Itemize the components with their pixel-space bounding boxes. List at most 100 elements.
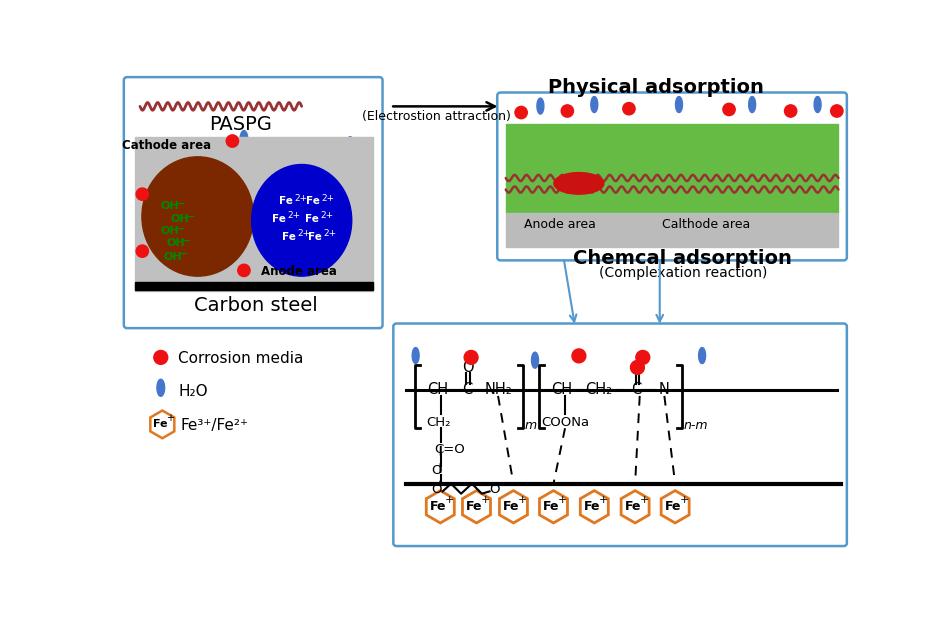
Circle shape [464,350,478,364]
Circle shape [723,103,735,115]
Text: Anode area: Anode area [261,265,337,278]
FancyBboxPatch shape [124,77,383,328]
Text: +: + [639,494,649,505]
Text: (Complexation reaction): (Complexation reaction) [599,266,767,280]
Circle shape [562,105,574,117]
Circle shape [153,350,168,364]
Polygon shape [241,131,248,147]
Text: Cathode area: Cathode area [122,139,211,152]
Circle shape [784,105,796,117]
Text: C=O: C=O [434,442,465,455]
Polygon shape [138,160,146,178]
Text: Chemcal adsorption: Chemcal adsorption [573,249,793,268]
Circle shape [136,245,149,257]
Text: OH: OH [167,238,186,249]
Text: 2+: 2+ [287,211,300,220]
Text: CH: CH [551,383,573,397]
Bar [506,124,838,213]
Text: +: + [518,494,527,505]
Polygon shape [621,491,649,523]
Text: 2+: 2+ [297,229,311,238]
Polygon shape [675,96,683,112]
Text: O: O [431,483,441,496]
Text: −: − [187,212,196,222]
Text: CH₂: CH₂ [426,416,451,429]
Polygon shape [814,96,821,112]
Polygon shape [699,347,706,363]
Polygon shape [150,256,158,273]
Text: Fe: Fe [152,420,168,429]
Text: Fe: Fe [583,500,600,513]
Text: Fe: Fe [306,196,320,206]
Polygon shape [499,491,527,523]
FancyBboxPatch shape [393,323,847,546]
Text: −: − [176,199,186,209]
Text: OH: OH [161,226,179,236]
Text: Fe: Fe [279,196,294,206]
Text: OH: OH [170,214,189,224]
Polygon shape [349,255,357,271]
Text: Anode area: Anode area [524,218,596,231]
Text: (Electrostion attraction): (Electrostion attraction) [362,110,510,123]
Text: Physical adsorption: Physical adsorption [548,78,764,97]
Polygon shape [426,491,455,523]
Polygon shape [661,491,689,523]
Text: Fe: Fe [430,500,446,513]
Text: Fe: Fe [624,500,641,513]
Polygon shape [531,352,539,368]
Text: +: + [558,494,567,505]
Text: 2+: 2+ [295,194,308,202]
Text: +: + [599,494,608,505]
Text: O: O [490,483,500,496]
Text: Calthode area: Calthode area [662,218,750,231]
Text: Fe: Fe [305,214,318,224]
Text: N: N [659,383,670,397]
Polygon shape [540,491,567,523]
Text: Fe: Fe [272,214,286,224]
Text: C: C [462,383,473,397]
Text: Fe: Fe [665,500,681,513]
Text: Fe³⁺/Fe²⁺: Fe³⁺/Fe²⁺ [180,418,248,433]
Circle shape [623,102,635,115]
Text: +: + [481,494,490,505]
Polygon shape [537,98,544,114]
Text: Fe: Fe [503,500,519,513]
Circle shape [635,350,650,364]
Bar [134,137,373,291]
Text: m: m [525,419,537,432]
Text: Corrosion media: Corrosion media [178,352,304,366]
Ellipse shape [142,157,254,276]
Text: Fe: Fe [466,500,482,513]
Text: COONa: COONa [542,416,590,429]
Circle shape [572,349,586,363]
Polygon shape [749,96,756,112]
Circle shape [631,360,644,375]
Text: −: − [178,249,188,259]
Text: Carbon steel: Carbon steel [193,296,317,315]
Text: n-m: n-m [684,419,708,432]
Circle shape [136,188,149,201]
Circle shape [515,106,527,118]
Circle shape [238,264,250,276]
Text: NH₂: NH₂ [484,383,512,397]
Text: H₂O: H₂O [178,384,208,399]
Text: Fe: Fe [308,231,322,241]
Text: −: − [183,236,191,246]
Polygon shape [581,491,608,523]
Polygon shape [151,410,174,438]
Text: O: O [462,360,474,375]
Text: O: O [431,464,441,477]
Polygon shape [591,96,598,112]
Text: CH: CH [427,383,449,397]
Polygon shape [462,491,491,523]
FancyBboxPatch shape [497,93,847,260]
Text: PASPG: PASPG [208,115,272,134]
Ellipse shape [252,165,351,276]
Text: +: + [166,413,174,423]
Polygon shape [157,379,165,396]
Circle shape [226,135,239,147]
Ellipse shape [554,173,604,194]
Text: Fe: Fe [543,500,560,513]
Text: OH: OH [161,202,179,212]
Text: C: C [632,383,642,397]
